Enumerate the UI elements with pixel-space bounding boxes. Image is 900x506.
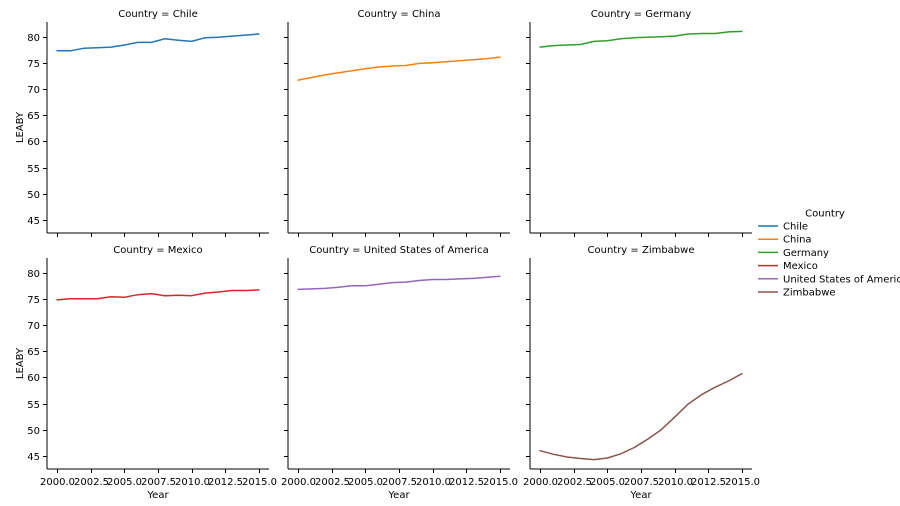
- x-tick-label: 2015.0: [725, 477, 760, 488]
- y-tick-label: 80: [27, 33, 40, 44]
- legend-label-zimbabwe: Zimbabwe: [783, 288, 836, 299]
- series-line-mexico: [56, 289, 260, 301]
- x-tick-label: 2000.0: [40, 477, 75, 488]
- y-tick-label: 50: [27, 426, 40, 437]
- x-axis-label: Year: [146, 490, 169, 501]
- panel-title-chile: Country = Chile: [118, 9, 198, 20]
- y-tick-label: 75: [27, 59, 40, 70]
- x-tick-label: 2005.0: [107, 477, 142, 488]
- x-tick-label: 2010.0: [416, 477, 451, 488]
- x-tick-label: 2000.0: [281, 477, 316, 488]
- x-tick-label: 2002.5: [74, 477, 109, 488]
- x-axis-label: Year: [387, 490, 410, 501]
- x-tick-label: 2005.0: [590, 477, 625, 488]
- x-tick-label: 2007.5: [382, 477, 417, 488]
- y-tick-label: 65: [27, 347, 40, 358]
- x-axis-label: Year: [629, 490, 652, 501]
- chart-panels: Country = Chile4550556065707580LEABYCoun…: [15, 9, 760, 501]
- x-tick-label: 2007.5: [624, 477, 659, 488]
- x-tick-label: 2012.5: [208, 477, 243, 488]
- panel-china: Country = China: [284, 9, 510, 237]
- panel-title-germany: Country = Germany: [591, 9, 692, 20]
- x-tick-label: 2012.5: [691, 477, 726, 488]
- series-line-china: [297, 56, 501, 81]
- x-tick-label: 2005.0: [348, 477, 383, 488]
- legend-label-germany: Germany: [783, 248, 829, 259]
- x-tick-label: 2015.0: [242, 477, 277, 488]
- panel-title-zimbabwe: Country = Zimbabwe: [588, 245, 695, 256]
- y-tick-label: 50: [27, 190, 40, 201]
- x-tick-label: 2012.5: [449, 477, 484, 488]
- legend-label-mexico: Mexico: [783, 261, 818, 272]
- panel-germany: Country = Germany: [526, 9, 752, 237]
- y-tick-label: 55: [27, 164, 40, 175]
- y-axis-label: LEABY: [15, 347, 26, 379]
- panel-chile: Country = Chile 45 50 55 60 65 70 75 80 LEABY: [15, 9, 269, 237]
- x-tick-label: 2002.5: [315, 477, 350, 488]
- x-tick-label: 2015.0: [483, 477, 518, 488]
- x-tick-label: 2007.5: [141, 477, 176, 488]
- y-tick-label: 55: [27, 400, 40, 411]
- y-tick-label: 45: [27, 452, 40, 463]
- x-tick-label: 2002.5: [557, 477, 592, 488]
- y-tick-label: 80: [27, 269, 40, 280]
- x-tick-label: 2010.0: [175, 477, 210, 488]
- series-line-germany: [539, 30, 743, 48]
- series-line-zimbabwe: [539, 372, 743, 461]
- legend-label-united-states-of-america: United States of America: [783, 274, 900, 285]
- x-tick-label: 2010.0: [658, 477, 693, 488]
- y-tick-label: 60: [27, 373, 40, 384]
- x-tick-label: 2000.0: [523, 477, 558, 488]
- panel-title-united-states-of-america: Country = United States of America: [309, 245, 488, 256]
- panel-title-china: Country = China: [357, 9, 440, 20]
- series-line-chile: [56, 33, 260, 52]
- y-tick-label: 70: [27, 85, 40, 96]
- y-tick-label: 70: [27, 321, 40, 332]
- y-tick-label: 75: [27, 295, 40, 306]
- y-tick-label: 45: [27, 216, 40, 227]
- panel-united-states-of-america: Country = United States of America 2000.0…: [281, 245, 518, 501]
- legend-title: Country: [805, 209, 845, 220]
- y-tick-label: 65: [27, 111, 40, 122]
- y-axis-label: LEABY: [15, 111, 26, 143]
- series-line-united-states-of-america: [297, 275, 501, 291]
- legend-label-chile: Chile: [783, 222, 808, 233]
- legend: Country Chile China Germany Mexico United Sta…: [758, 209, 900, 299]
- y-tick-label: 60: [27, 137, 40, 148]
- panel-title-mexico: Country = Mexico: [113, 245, 202, 256]
- legend-label-china: China: [783, 235, 812, 246]
